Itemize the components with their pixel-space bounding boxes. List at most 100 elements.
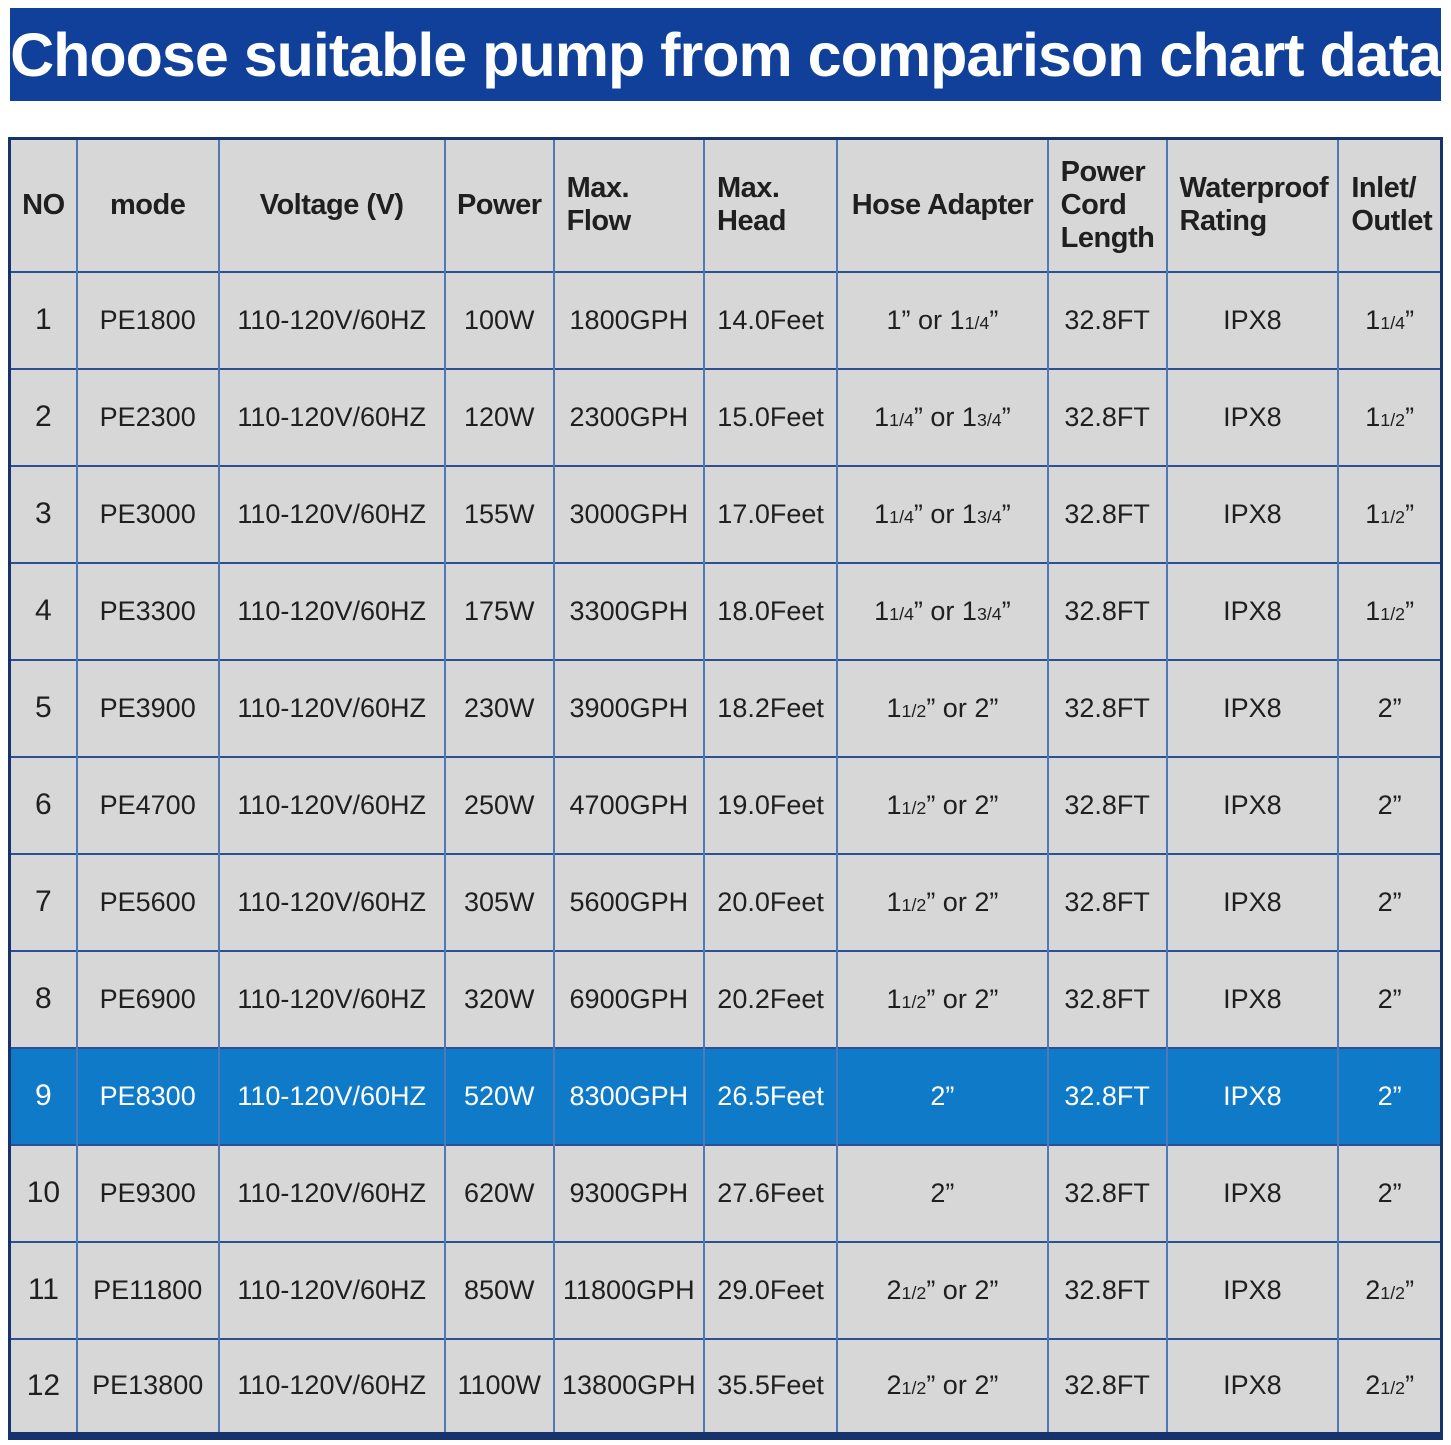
col-header-voltage: Voltage (V) <box>217 138 445 272</box>
table-cell: 21/2” or 2” <box>836 1338 1048 1436</box>
table-cell: 11/4” or 13/4” <box>836 465 1048 563</box>
table-cell: 32.8FT <box>1046 271 1167 369</box>
table-cell: 110-120V/60HZ <box>217 368 445 466</box>
header-row: NO mode Voltage (V) Power Max. Flow Max.… <box>10 138 1442 272</box>
table-cell: 9 <box>35 1079 52 1112</box>
table-cell: 11/2” <box>1337 562 1442 660</box>
table-cell: 8300GPH <box>552 1047 704 1145</box>
table-cell: 110-120V/60HZ <box>217 1241 445 1339</box>
table-cell: IPX8 <box>1165 1047 1339 1145</box>
col-header-power-cord-length: Power Cord Length <box>1046 138 1167 272</box>
col-header-no: NO <box>22 188 65 221</box>
table-cell: 2” <box>1337 659 1442 757</box>
col-header-max-flow: Max. Flow <box>552 138 704 272</box>
table-cell: IPX8 <box>1165 465 1339 563</box>
table-cell: 21/2” <box>1337 1241 1442 1339</box>
table-cell: 850W <box>443 1241 554 1339</box>
table-cell: 3300GPH <box>552 562 704 660</box>
table-cell: 110-120V/60HZ <box>217 1144 445 1242</box>
table-cell: 5600GPH <box>552 853 704 951</box>
table-cell: PE2300 <box>75 368 219 466</box>
table-cell: 1100W <box>443 1338 554 1436</box>
table-cell: 110-120V/60HZ <box>217 659 445 757</box>
table-cell: 11/2” or 2” <box>836 756 1048 854</box>
table-cell: 3900GPH <box>552 659 704 757</box>
table-cell: IPX8 <box>1165 853 1339 951</box>
table-cell: 110-120V/60HZ <box>217 271 445 369</box>
table-cell: 110-120V/60HZ <box>217 562 445 660</box>
table-cell: 20.2Feet <box>702 950 838 1048</box>
table-cell: 110-120V/60HZ <box>217 756 445 854</box>
table-cell: 3 <box>35 497 52 530</box>
table-cell: 11/4” or 13/4” <box>836 368 1048 466</box>
table-row: 1 PE1800 110-120V/60HZ 100W 1800GPH 14.0Feet 1… <box>9 271 1442 369</box>
table-cell: 320W <box>443 950 554 1048</box>
table-cell: 7 <box>35 885 52 918</box>
table-cell: PE4700 <box>75 756 219 854</box>
table-cell: 19.0Feet <box>702 756 838 854</box>
table-cell: 175W <box>443 562 554 660</box>
table-cell: 11 <box>27 1273 59 1306</box>
table-cell: 120W <box>443 368 554 466</box>
col-header-max-head: Max. Head <box>702 138 838 272</box>
table-cell: 26.5Feet <box>702 1047 838 1145</box>
table-cell: 32.8FT <box>1046 1338 1167 1436</box>
table-cell: PE6900 <box>75 950 219 1048</box>
table-cell: PE13800 <box>75 1338 219 1436</box>
col-header-power: Power <box>443 138 554 272</box>
table-cell: 11/4” <box>1337 271 1442 369</box>
table-cell: PE5600 <box>75 853 219 951</box>
col-header-mode: mode <box>75 138 219 272</box>
table-cell: 11/4” or 13/4” <box>836 562 1048 660</box>
table-cell: 110-120V/60HZ <box>217 1338 445 1436</box>
table-cell: 2” <box>1337 1144 1442 1242</box>
table-row: 7 PE5600 110-120V/60HZ 305W 5600GPH 20.0Feet 1… <box>9 853 1442 951</box>
table-cell: 230W <box>443 659 554 757</box>
table-cell: 4 <box>35 594 52 627</box>
table-cell: 6900GPH <box>552 950 704 1048</box>
table-cell: IPX8 <box>1165 1144 1339 1242</box>
table-row: 4 PE3300 110-120V/60HZ 175W 3300GPH 18.0Feet 1… <box>9 562 1442 660</box>
table-cell: 110-120V/60HZ <box>217 853 445 951</box>
table-cell: 11/2” <box>1337 465 1442 563</box>
table-cell: 32.8FT <box>1046 1047 1167 1145</box>
table-cell: IPX8 <box>1165 562 1339 660</box>
table-cell: 11/2” or 2” <box>836 853 1048 951</box>
table-cell: 1” or 11/4” <box>836 271 1048 369</box>
page-title: Choose suitable pump from comparison cha… <box>10 20 1442 89</box>
table-cell: 18.2Feet <box>702 659 838 757</box>
table-body: 1 PE1800 110-120V/60HZ 100W 1800GPH 14.0Feet 1… <box>9 271 1442 1436</box>
col-header-hose-adapter: Hose Adapter <box>836 138 1048 272</box>
table-cell: 32.8FT <box>1046 465 1167 563</box>
table-cell: 10 <box>26 1176 61 1209</box>
table-cell: 17.0Feet <box>702 465 838 563</box>
table-cell: 2” <box>836 1144 1048 1242</box>
table-row: 5 PE3900 110-120V/60HZ 230W 3900GPH 18.2Feet 1… <box>9 659 1442 757</box>
table-cell: 18.0Feet <box>702 562 838 660</box>
table-cell: 32.8FT <box>1046 659 1167 757</box>
table-row: 9 PE8300 110-120V/60HZ 520W 8300GPH 26.5Feet 2… <box>9 1047 1442 1145</box>
col-header-inlet-outlet: Inlet/ Outlet <box>1337 138 1442 272</box>
table-cell: PE9300 <box>75 1144 219 1242</box>
table-cell: PE3300 <box>75 562 219 660</box>
table-cell: 6 <box>35 788 52 821</box>
table-cell: IPX8 <box>1165 756 1339 854</box>
table-cell: IPX8 <box>1165 271 1339 369</box>
table-cell: 11/2” or 2” <box>836 950 1048 1048</box>
table-cell: 32.8FT <box>1046 1144 1167 1242</box>
table-cell: 32.8FT <box>1046 853 1167 951</box>
table-row: 11 PE11800 110-120V/60HZ 850W 11800GPH 29.0Fe… <box>9 1241 1442 1339</box>
table-cell: PE1800 <box>75 271 219 369</box>
table-row: 6 PE4700 110-120V/60HZ 250W 4700GPH 19.0Feet 1… <box>9 756 1442 854</box>
table-cell: 2 <box>35 400 52 433</box>
table-cell: 2” <box>1337 756 1442 854</box>
table-row: 12 PE13800 110-120V/60HZ 1100W 13800GPH 35.5F… <box>9 1338 1442 1436</box>
table-cell: 110-120V/60HZ <box>217 1047 445 1145</box>
table-cell: IPX8 <box>1165 950 1339 1048</box>
table-cell: 155W <box>443 465 554 563</box>
table-cell: 110-120V/60HZ <box>217 465 445 563</box>
col-header-waterproof-rating: Waterproof Rating <box>1165 138 1339 272</box>
table-cell: 1800GPH <box>552 271 704 369</box>
table-cell: 9300GPH <box>552 1144 704 1242</box>
table-cell: PE11800 <box>75 1241 219 1339</box>
